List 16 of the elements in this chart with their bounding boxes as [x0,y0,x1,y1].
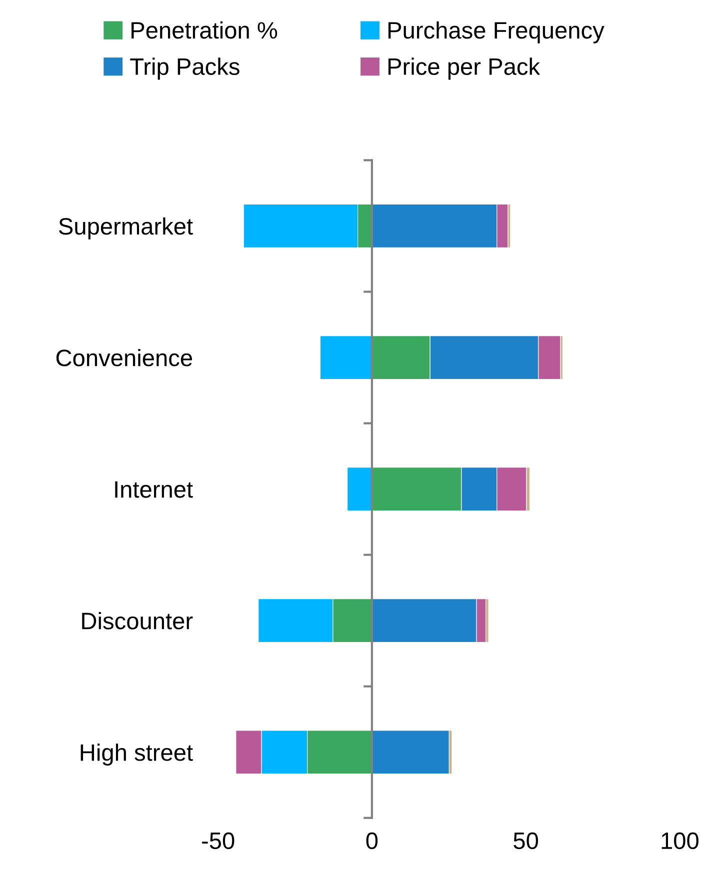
x-tick-label: -50 [202,832,234,850]
legend-label: Penetration % [132,21,278,39]
x-tick-label: 100 [662,832,698,850]
bar [347,467,372,512]
bar [320,336,372,380]
y-tick-label: Convenience [56,348,192,366]
legend-label: Trip Packs [130,58,240,80]
x-tick-label: 0 [366,832,378,850]
y-tick-label: Supermarket [58,217,193,240]
y-tick-label: Discounter [82,612,193,630]
y-tick-label: Internet [115,481,193,498]
legend-label: Purchase Frequency [388,21,604,44]
bar [372,730,450,774]
y-tick-label: High street [80,744,193,766]
legend-label: Price per Pack [388,58,540,80]
x-tick-label: 50 [514,832,538,850]
